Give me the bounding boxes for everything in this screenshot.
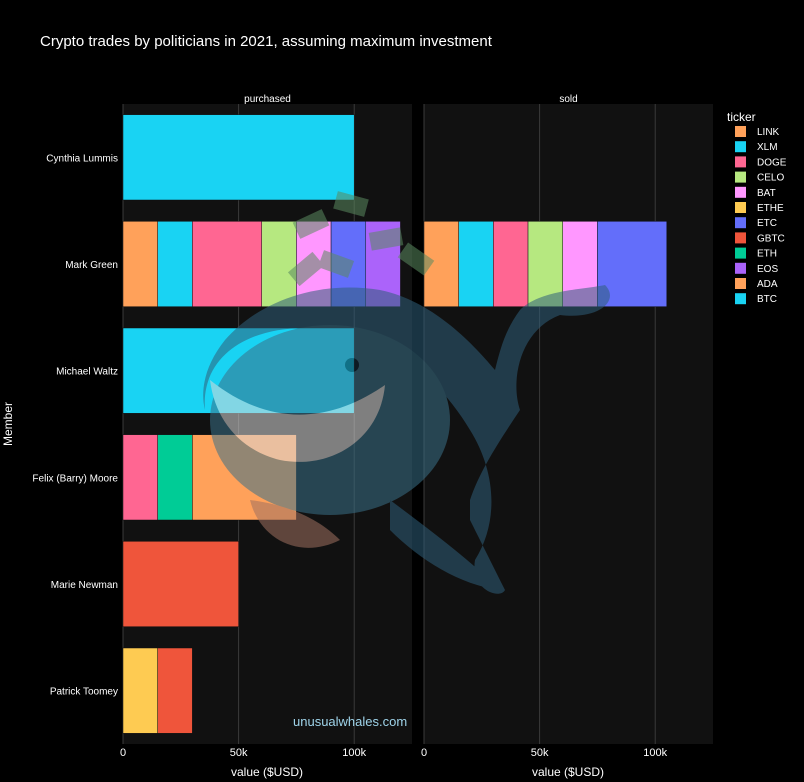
- bar-segment-eth[interactable]: [157, 434, 193, 521]
- y-tick-label: Patrick Toomey: [50, 687, 118, 698]
- legend-label[interactable]: EOS: [757, 264, 778, 275]
- legend-label[interactable]: GBTC: [757, 233, 785, 244]
- legend-label[interactable]: ADA: [757, 279, 778, 290]
- bar-segment-doge[interactable]: [493, 221, 529, 307]
- money-spray-shape: [287, 191, 435, 287]
- legend-label[interactable]: DOGE: [757, 157, 787, 168]
- x-axis-title-purchased: value ($USD): [231, 765, 303, 779]
- whale-logo: [203, 191, 610, 594]
- legend-swatch[interactable]: [735, 126, 746, 137]
- bar-segment-celo[interactable]: [261, 221, 297, 307]
- x-axis-title-sold: value ($USD): [532, 765, 604, 779]
- whale-eye-shape: [345, 358, 359, 372]
- legend-swatch[interactable]: [735, 293, 746, 305]
- legend-swatch[interactable]: [735, 232, 746, 244]
- y-axis-title: Member: [1, 402, 15, 446]
- chart-title: Crypto trades by politicians in 2021, as…: [40, 33, 493, 50]
- bar-segment-doge[interactable]: [122, 434, 158, 521]
- legend-swatch[interactable]: [735, 247, 746, 259]
- legend-label[interactable]: BAT: [757, 188, 776, 199]
- legend-swatch[interactable]: [735, 202, 746, 213]
- legend-label[interactable]: ETHE: [757, 203, 784, 214]
- bar-segment-doge[interactable]: [192, 221, 262, 307]
- legend-swatch[interactable]: [735, 186, 746, 198]
- bar-segment-btc[interactable]: [122, 114, 355, 201]
- legend-swatch[interactable]: [735, 217, 746, 229]
- legend-swatch[interactable]: [735, 262, 746, 274]
- x-tick-label: 50k: [230, 747, 248, 759]
- x-tick-label: 0: [120, 747, 126, 759]
- y-tick-label: Cynthia Lummis: [46, 153, 118, 164]
- bar-segment-ethe[interactable]: [122, 647, 158, 734]
- x-tick-label: 100k: [342, 747, 366, 759]
- legend-swatch[interactable]: [735, 171, 746, 183]
- bar-segment-xlm[interactable]: [458, 221, 494, 307]
- y-tick-label: Mark Green: [65, 260, 118, 271]
- legend-swatch[interactable]: [735, 141, 746, 153]
- legend-label[interactable]: XLM: [757, 142, 778, 153]
- whale-tail-shape: [390, 500, 500, 590]
- legend-swatch[interactable]: [735, 278, 746, 289]
- legend-label[interactable]: LINK: [757, 127, 780, 138]
- x-tick-label: 50k: [531, 747, 549, 759]
- whale-body-shape: [203, 285, 610, 594]
- legend-label[interactable]: BTC: [757, 294, 777, 305]
- x-tick-label: 0: [421, 747, 427, 759]
- y-tick-label: Felix (Barry) Moore: [32, 473, 118, 484]
- facet-label: sold: [559, 94, 577, 105]
- legend-label[interactable]: ETC: [757, 218, 777, 229]
- watermark-text: unusualwhales.com: [293, 714, 407, 729]
- bar-segment-gbtc[interactable]: [157, 647, 193, 734]
- facet-label: purchased: [244, 94, 291, 105]
- bar-segment-link[interactable]: [423, 221, 459, 307]
- bar-segment-link[interactable]: [122, 221, 158, 307]
- whale-fin-shape: [250, 500, 340, 548]
- legend-swatch[interactable]: [735, 156, 746, 168]
- bar-segment-celo[interactable]: [527, 221, 563, 307]
- legend-title: ticker: [727, 110, 756, 124]
- bar-segment-xlm[interactable]: [157, 221, 193, 307]
- y-tick-label: Marie Newman: [51, 580, 118, 591]
- legend-label[interactable]: CELO: [757, 173, 784, 184]
- bar-segment-gbtc[interactable]: [122, 541, 239, 627]
- x-tick-label: 100k: [643, 747, 667, 759]
- y-tick-label: Michael Waltz: [56, 367, 118, 378]
- legend-label[interactable]: ETH: [757, 249, 777, 260]
- whale-mouth-shape: [210, 380, 385, 462]
